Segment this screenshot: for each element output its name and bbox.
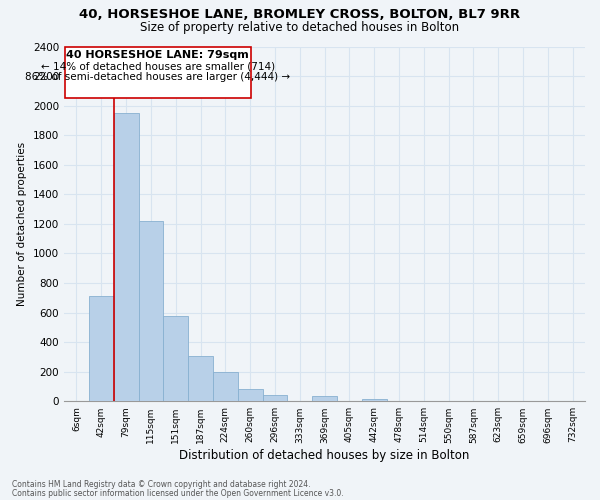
Bar (238, 390, 263, 402)
Bar (213, 372, 238, 402)
Text: Size of property relative to detached houses in Bolton: Size of property relative to detached ho… (140, 21, 460, 34)
Text: 40, HORSESHOE LANE, BROMLEY CROSS, BOLTON, BL7 9RR: 40, HORSESHOE LANE, BROMLEY CROSS, BOLTO… (79, 8, 521, 20)
Text: Contains public sector information licensed under the Open Government Licence v3: Contains public sector information licen… (12, 488, 344, 498)
Y-axis label: Number of detached properties: Number of detached properties (17, 142, 28, 306)
Bar (362, 399, 386, 402)
Bar (386, 400, 412, 402)
FancyBboxPatch shape (65, 47, 251, 98)
Bar (89, 296, 113, 402)
Bar (263, 394, 287, 402)
Bar (139, 221, 163, 402)
Bar (163, 316, 188, 402)
Bar (188, 356, 213, 402)
X-axis label: Distribution of detached houses by size in Bolton: Distribution of detached houses by size … (179, 450, 470, 462)
Bar (113, 113, 139, 402)
Text: Contains HM Land Registry data © Crown copyright and database right 2024.: Contains HM Land Registry data © Crown c… (12, 480, 311, 489)
Bar (312, 396, 337, 402)
Text: 86% of semi-detached houses are larger (4,444) →: 86% of semi-detached houses are larger (… (25, 72, 290, 83)
Text: ← 14% of detached houses are smaller (714): ← 14% of detached houses are smaller (71… (41, 62, 275, 72)
Text: 40 HORSESHOE LANE: 79sqm: 40 HORSESHOE LANE: 79sqm (66, 50, 249, 60)
